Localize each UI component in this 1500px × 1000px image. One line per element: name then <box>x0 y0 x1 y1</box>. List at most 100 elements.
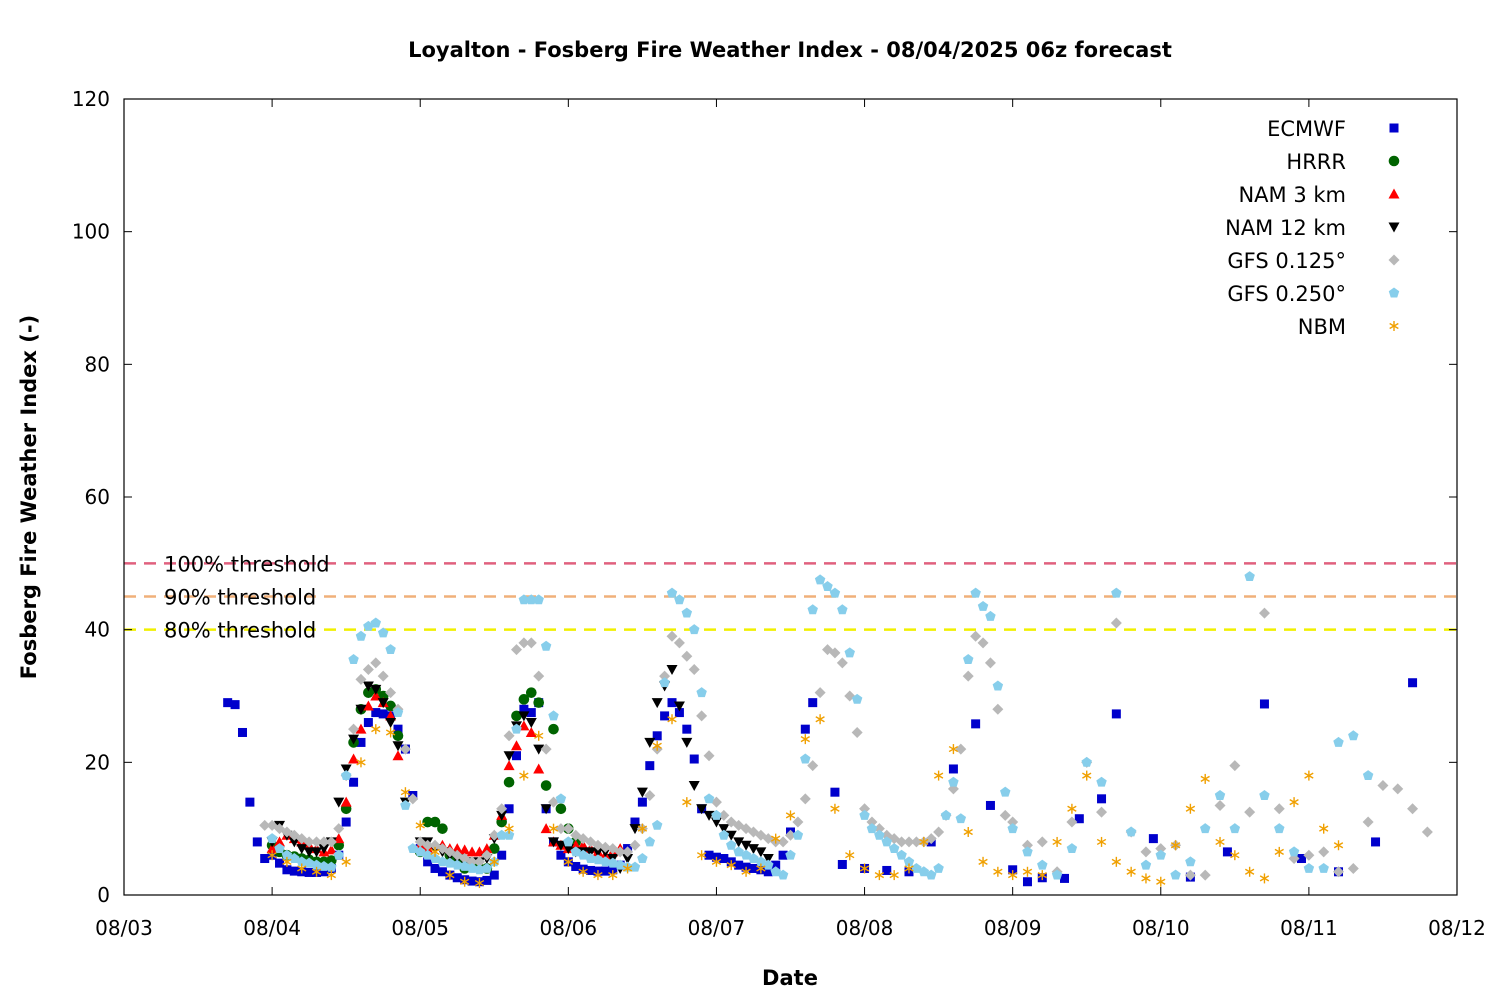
data-point <box>303 847 315 858</box>
data-point <box>1229 760 1241 772</box>
data-point <box>733 837 745 848</box>
data-point <box>962 670 974 682</box>
data-point <box>889 870 899 881</box>
data-point <box>393 724 403 734</box>
data-point <box>888 843 900 854</box>
data-point <box>577 839 589 850</box>
data-point <box>311 859 322 870</box>
x-axis-label: Date <box>762 966 818 990</box>
data-point <box>800 724 810 734</box>
data-point <box>422 816 433 828</box>
data-point <box>437 823 448 834</box>
data-point <box>599 841 611 853</box>
data-point <box>815 714 825 725</box>
data-point <box>673 701 685 712</box>
data-point <box>955 813 967 824</box>
data-point <box>445 870 455 881</box>
data-point <box>977 637 989 649</box>
data-point <box>607 857 618 868</box>
data-point <box>555 803 567 815</box>
data-point <box>814 687 826 699</box>
data-point <box>533 763 545 774</box>
data-point <box>252 837 262 847</box>
data-point <box>999 809 1011 821</box>
data-point <box>400 787 411 798</box>
data-point <box>473 846 485 857</box>
data-point <box>1000 786 1011 797</box>
data-point <box>756 863 766 874</box>
data-point <box>488 829 500 841</box>
data-point <box>348 654 359 664</box>
data-point <box>807 604 818 615</box>
data-point <box>608 865 618 875</box>
data-point <box>681 607 693 618</box>
data-point <box>318 844 330 855</box>
data-point <box>533 744 545 755</box>
data-point <box>518 694 530 705</box>
data-point <box>303 857 315 868</box>
x-tick-label: 08/04 <box>243 916 301 940</box>
data-point <box>260 854 270 864</box>
data-point <box>518 711 530 722</box>
data-point <box>326 861 337 872</box>
data-point <box>645 761 655 771</box>
data-point <box>1258 607 1270 619</box>
threshold-label: 90% threshold <box>164 586 316 610</box>
data-point <box>1037 870 1047 881</box>
data-point <box>829 587 841 598</box>
data-point <box>808 698 818 708</box>
data-point <box>526 708 536 718</box>
data-point <box>1066 816 1078 828</box>
data-point <box>1259 873 1270 884</box>
data-point <box>1348 730 1359 741</box>
data-point <box>489 856 499 867</box>
threshold-labels: 100% threshold 90% threshold 80% threshold <box>164 552 330 642</box>
data-point <box>496 810 508 821</box>
data-point <box>622 854 634 865</box>
data-point <box>762 854 774 865</box>
data-point <box>1051 869 1063 880</box>
data-point <box>356 757 366 768</box>
data-point <box>319 867 329 877</box>
data-point <box>1096 806 1108 818</box>
data-point <box>429 816 441 828</box>
data-point <box>644 737 656 748</box>
data-point <box>763 867 773 877</box>
y-axis-label: Fosberg Fire Weather Index (-) <box>17 315 41 679</box>
data-point <box>1408 678 1418 688</box>
data-point <box>362 681 374 692</box>
legend-marker <box>1389 123 1399 133</box>
data-point <box>682 724 692 734</box>
data-point <box>511 710 522 722</box>
data-point <box>540 743 552 755</box>
data-point <box>525 718 537 729</box>
data-point <box>540 780 552 791</box>
data-point <box>526 687 537 698</box>
data-point <box>1304 770 1314 781</box>
data-point <box>1421 826 1433 838</box>
x-tick-label: 08/11 <box>1280 916 1338 940</box>
data-point <box>556 850 566 860</box>
data-point <box>1333 736 1344 747</box>
data-point <box>340 764 352 775</box>
data-point <box>266 833 278 844</box>
data-point <box>851 693 863 704</box>
y-tick-label: 0 <box>97 883 110 907</box>
data-point <box>734 860 744 870</box>
data-point <box>933 862 944 873</box>
data-point <box>992 703 1004 715</box>
data-point <box>718 824 730 835</box>
data-point <box>836 657 848 669</box>
data-point <box>437 856 448 867</box>
data-point <box>830 787 840 797</box>
data-point <box>622 863 633 874</box>
data-point <box>586 865 596 875</box>
data-point <box>467 876 477 886</box>
data-point <box>741 866 751 877</box>
data-point <box>629 861 641 872</box>
data-point <box>1319 823 1329 834</box>
data-point <box>785 829 796 841</box>
data-point <box>548 837 560 848</box>
data-point <box>333 797 345 808</box>
data-point <box>370 684 382 695</box>
